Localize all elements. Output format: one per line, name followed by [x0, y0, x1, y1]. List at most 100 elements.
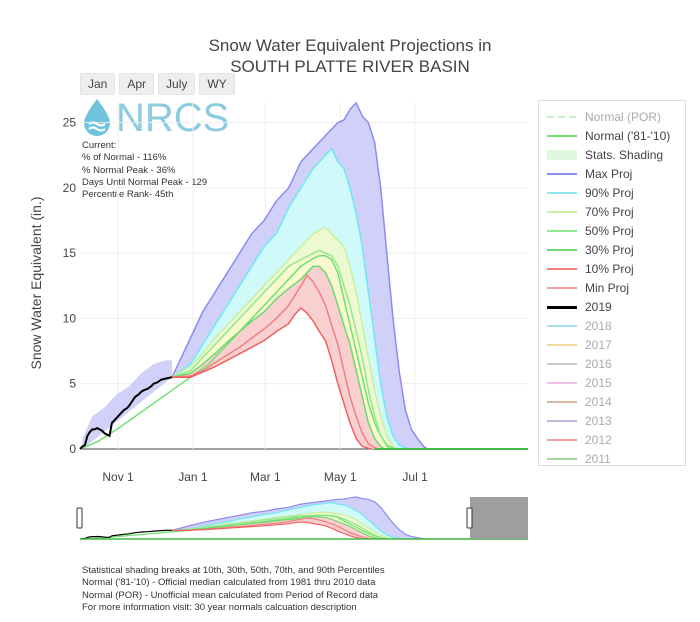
water-drop-icon — [84, 99, 110, 136]
range-button-wy[interactable]: WY — [199, 73, 235, 95]
legend-label: 2011 — [585, 452, 611, 466]
x-tick-4: Jul 1 — [402, 470, 428, 484]
legend-swatch — [547, 131, 577, 141]
legend-item-2[interactable]: Stats. Shading — [547, 146, 663, 164]
range-slider-mask — [470, 497, 528, 539]
mini-line-p90 — [172, 501, 409, 540]
legend-label: 2015 — [585, 376, 612, 390]
stats-line-current: Current: — [82, 140, 117, 151]
x-tick-3: May 1 — [324, 470, 357, 484]
range-button-july[interactable]: July — [158, 73, 196, 95]
legend-label: Stats. Shading — [585, 148, 664, 162]
legend-swatch — [547, 397, 577, 407]
legend-item-14[interactable]: 2015 — [547, 374, 612, 392]
footnote-line-more-info: For more information visit: 30 year norm… — [82, 601, 357, 613]
legend-item-0[interactable]: Normal (POR) — [547, 108, 661, 126]
chart-title-line2: SOUTH PLATTE RIVER BASIN — [230, 57, 470, 76]
mini-line-p30 — [172, 516, 385, 540]
legend-item-18[interactable]: 2011 — [547, 450, 611, 468]
legend-swatch — [547, 378, 577, 388]
legend-item-10[interactable]: 2019 — [547, 298, 612, 316]
legend-item-3[interactable]: Max Proj — [547, 165, 632, 183]
mini-line-current — [79, 529, 173, 540]
footnote-line-normal-por: Normal (POR) - Unofficial mean calculate… — [82, 589, 379, 601]
legend-swatch — [547, 416, 577, 426]
legend-swatch — [547, 112, 577, 122]
legend-swatch — [547, 188, 577, 198]
series-line-min — [172, 306, 373, 450]
legend-item-11[interactable]: 2018 — [547, 317, 612, 335]
legend-swatch — [547, 359, 577, 369]
series-line-p90 — [171, 147, 410, 450]
shade-early-season — [82, 360, 173, 449]
legend-label: 2018 — [585, 319, 612, 333]
legend-item-17[interactable]: 2012 — [547, 431, 612, 449]
y-tick-20: 20 — [63, 181, 77, 195]
legend-label: 2014 — [585, 395, 612, 409]
series-line-p70 — [171, 226, 398, 450]
x-tick-1: Jan 1 — [178, 470, 208, 484]
legend-label: 2013 — [585, 414, 612, 428]
legend-item-7[interactable]: 30% Proj — [547, 241, 634, 259]
legend-swatch — [547, 435, 577, 445]
y-tick-25: 25 — [63, 116, 77, 130]
legend-item-16[interactable]: 2013 — [547, 412, 612, 430]
range-slider[interactable] — [76, 496, 528, 540]
legend-item-15[interactable]: 2014 — [547, 393, 612, 411]
y-axis-ticks: 0 5 10 15 20 25 — [63, 116, 77, 456]
range-button-apr[interactable]: Apr — [119, 73, 155, 95]
legend-swatch — [547, 321, 577, 331]
mini-shade-shade_90 — [172, 502, 409, 539]
legend-item-13[interactable]: 2016 — [547, 355, 612, 373]
range-slider-handle-right[interactable] — [466, 507, 473, 529]
series-line-p10 — [172, 274, 379, 450]
legend-label: Normal (POR) — [585, 110, 662, 124]
legend-item-12[interactable]: 2017 — [547, 336, 612, 354]
legend-label: 2016 — [585, 357, 612, 371]
legend-item-6[interactable]: 50% Proj — [547, 222, 634, 240]
logo-text: NRCS — [116, 96, 230, 140]
legend-item-9[interactable]: Min Proj — [547, 279, 629, 297]
legend-item-8[interactable]: 10% Proj — [547, 260, 634, 278]
legend-item-5[interactable]: 70% Proj — [547, 203, 634, 221]
legend-swatch — [547, 150, 577, 160]
series-line-current — [79, 376, 173, 450]
stats-line-percentile-rank: Percentile Rank- 45th — [82, 189, 174, 201]
legend-swatch — [547, 283, 577, 293]
legend-swatch — [547, 454, 577, 464]
legend-swatch — [547, 207, 577, 217]
legend-item-4[interactable]: 90% Proj — [547, 184, 634, 202]
legend-swatch — [547, 245, 577, 255]
mini-line-p70 — [172, 511, 397, 540]
range-button-jan[interactable]: Jan — [80, 73, 116, 95]
y-tick-5: 5 — [69, 377, 76, 391]
footnote-line-shading: Statistical shading breaks at 10th, 30th… — [82, 565, 385, 576]
stats-line-days-until-peak: Days Until Normal Peak - 129 — [82, 176, 208, 188]
legend-label: Normal ('81-'10) — [585, 129, 671, 143]
legend-label: 2019 — [585, 300, 612, 314]
x-axis-ticks: Nov 1 Jan 1 Mar 1 May 1 Jul 1 — [102, 470, 428, 484]
legend-label: 2012 — [585, 433, 612, 447]
chart-title-line1: Snow Water Equivalent Projections in — [208, 36, 492, 55]
range-slider-handle-left[interactable] — [76, 507, 83, 529]
shade-shade_10 — [172, 266, 385, 449]
y-tick-15: 15 — [63, 246, 77, 260]
mini-shade-shade_10 — [172, 516, 385, 539]
stats-line-normal-peak: % Normal Peak - 36% — [82, 164, 176, 176]
series-line-normal — [79, 255, 528, 450]
legend-swatch — [547, 302, 577, 312]
legend-label: Min Proj — [585, 281, 630, 295]
legend-label: 90% Proj — [585, 186, 634, 200]
mini-line-p50 — [172, 514, 391, 540]
legend-item-1[interactable]: Normal ('81-'10) — [547, 127, 670, 145]
legend-label: 70% Proj — [585, 205, 634, 219]
shade-shade_50 — [172, 250, 391, 449]
y-tick-10: 10 — [63, 311, 77, 325]
shade-shade_70 — [172, 227, 397, 449]
mini-line-min — [172, 521, 373, 540]
percentile-shading — [82, 103, 428, 449]
series-line-p30 — [171, 265, 385, 450]
legend-swatch — [547, 264, 577, 274]
legend-label: 10% Proj — [585, 262, 634, 276]
